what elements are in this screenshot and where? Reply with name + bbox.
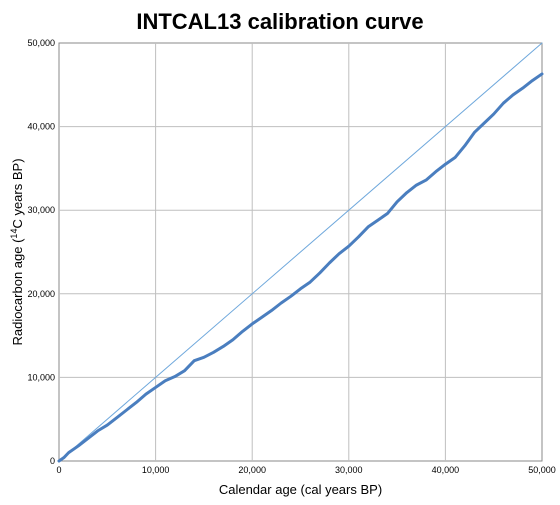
y-tick-label: 10,000 (27, 372, 55, 382)
data-series (57, 42, 544, 463)
y-axis-label-superscript: 14 (9, 229, 19, 239)
y-axis-label-start: Radiocarbon age ( (10, 238, 25, 346)
x-tick-label: 10,000 (142, 465, 170, 475)
chart-title: INTCAL13 calibration curve (136, 9, 423, 34)
calibration-curve-line (57, 72, 544, 463)
y-axis-label-end: C years BP) (10, 158, 25, 228)
x-tick-label: 50,000 (528, 465, 556, 475)
x-tick-label: 30,000 (335, 465, 363, 475)
reference-line (58, 42, 543, 462)
y-tick-label: 30,000 (27, 205, 55, 215)
gridlines (59, 43, 542, 461)
y-axis-label: Radiocarbon age (14C years BP) (9, 158, 25, 345)
x-axis-label: Calendar age (cal years BP) (219, 482, 382, 497)
y-tick-label: 40,000 (27, 122, 55, 132)
x-tick-label: 20,000 (238, 465, 266, 475)
y-tick-label: 0 (50, 456, 55, 466)
x-tick-label: 0 (56, 465, 61, 475)
y-tick-label: 20,000 (27, 289, 55, 299)
tick-labels: 0 10,000 20,000 30,000 40,000 50,000 0 10,000 20… (27, 38, 555, 475)
y-tick-label: 50,000 (27, 38, 55, 48)
x-tick-label: 40,000 (432, 465, 460, 475)
